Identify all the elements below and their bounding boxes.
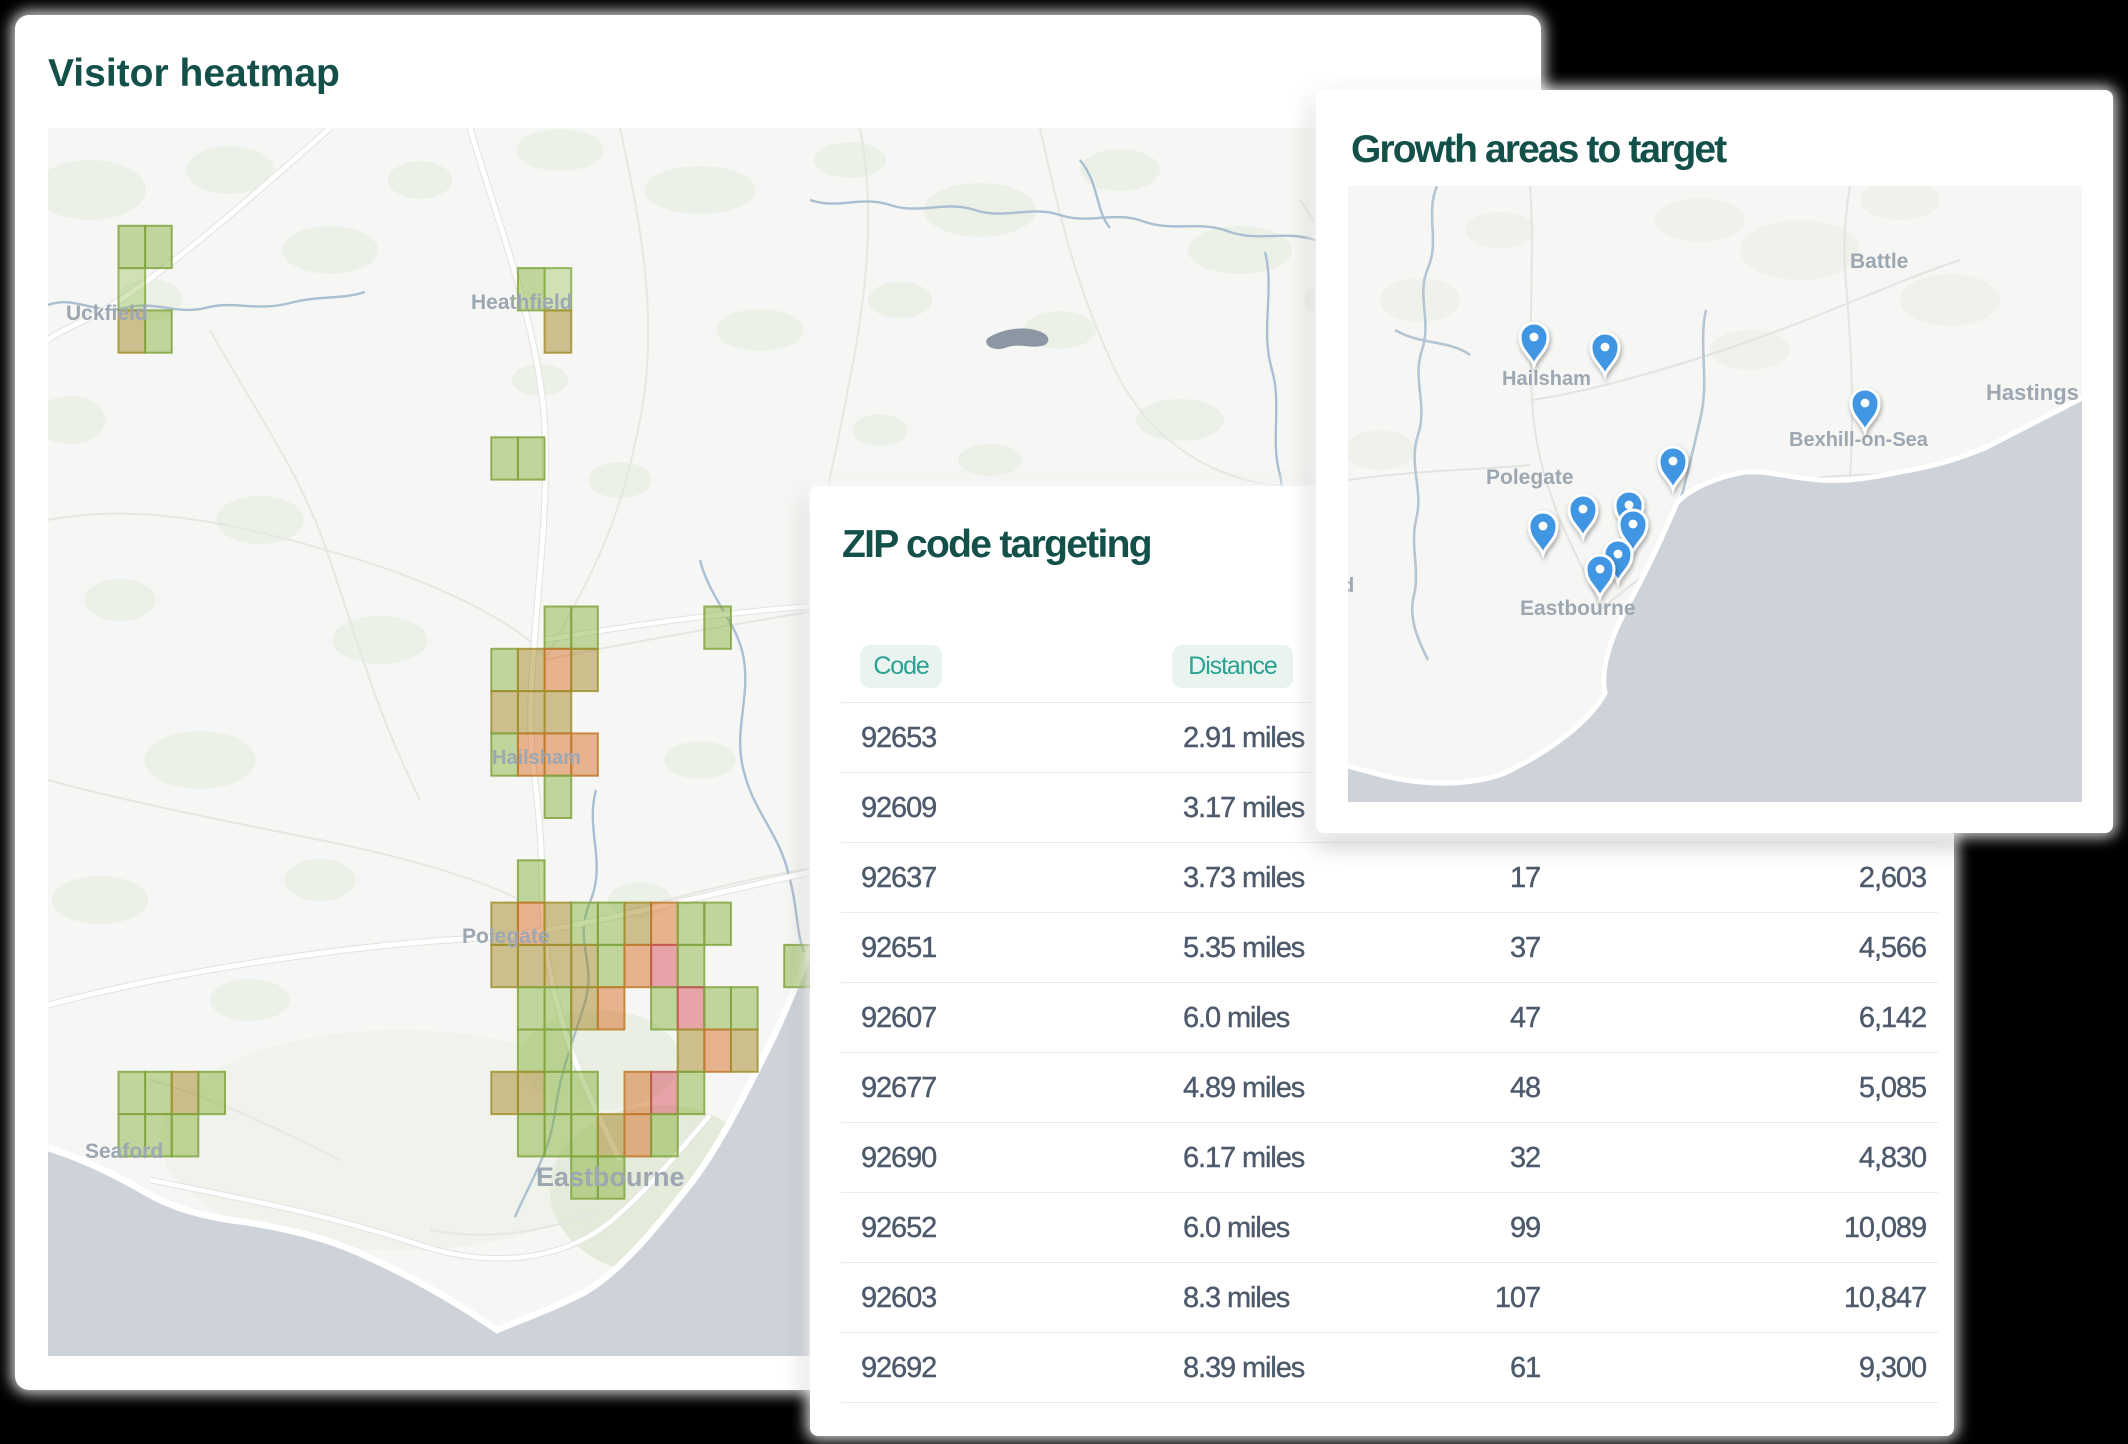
svg-text:Hailsham: Hailsham [1502,368,1591,390]
svg-text:Heathfield: Heathfield [471,291,573,314]
svg-text:Seaford: Seaford [85,1140,163,1163]
svg-text:Polegate: Polegate [1486,466,1574,489]
svg-text:Hastings: Hastings [1986,380,2079,405]
svg-text:Uckfield: Uckfield [66,302,148,325]
svg-text:Polegate: Polegate [462,925,550,948]
svg-text:d: d [1348,575,1354,597]
svg-text:Battle: Battle [1850,250,1908,273]
svg-text:Hailsham: Hailsham [492,747,581,769]
svg-text:Eastbourne: Eastbourne [536,1162,685,1192]
svg-text:Bexhill-on-Sea: Bexhill-on-Sea [1789,429,1929,451]
svg-text:Eastbourne: Eastbourne [1520,597,1636,620]
